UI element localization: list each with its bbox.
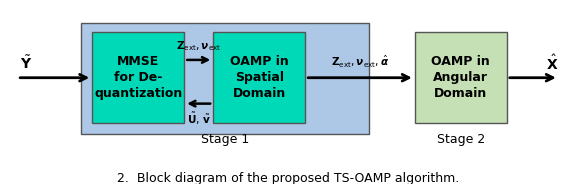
Text: Stage 1: Stage 1 (200, 133, 249, 146)
Bar (415, 32, 507, 123)
Text: 2.  Block diagram of the proposed TS-OAMP algorithm.: 2. Block diagram of the proposed TS-OAMP… (117, 172, 459, 184)
Text: OAMP in: OAMP in (431, 55, 490, 68)
Text: Stage 2: Stage 2 (437, 133, 485, 146)
Text: Domain: Domain (233, 87, 286, 100)
Text: OAMP in: OAMP in (230, 55, 289, 68)
Text: $\mathbf{Z}_{\mathrm{ext}},\boldsymbol{\nu}_{\mathrm{ext}}$: $\mathbf{Z}_{\mathrm{ext}},\boldsymbol{\… (176, 39, 221, 53)
Text: $\mathbf{Z}_{\mathrm{ext}},\boldsymbol{\nu}_{\mathrm{ext}},\hat{\boldsymbol{\alp: $\mathbf{Z}_{\mathrm{ext}},\boldsymbol{\… (331, 54, 389, 70)
Text: MMSE: MMSE (117, 55, 160, 68)
Bar (213, 32, 305, 123)
Text: $\tilde{\mathbf{U}},\,\tilde{\mathbf{v}}$: $\tilde{\mathbf{U}},\,\tilde{\mathbf{v}}… (187, 111, 211, 127)
Text: $\tilde{\mathbf{Y}}$: $\tilde{\mathbf{Y}}$ (20, 54, 32, 72)
Text: Angular: Angular (433, 71, 488, 84)
Bar (81, 24, 369, 134)
Text: quantization: quantization (94, 87, 183, 100)
Text: $\hat{\mathbf{X}}$: $\hat{\mathbf{X}}$ (546, 54, 559, 73)
Bar (92, 32, 184, 123)
Text: Domain: Domain (434, 87, 487, 100)
Text: for De-: for De- (114, 71, 162, 84)
Text: Spatial: Spatial (234, 71, 284, 84)
